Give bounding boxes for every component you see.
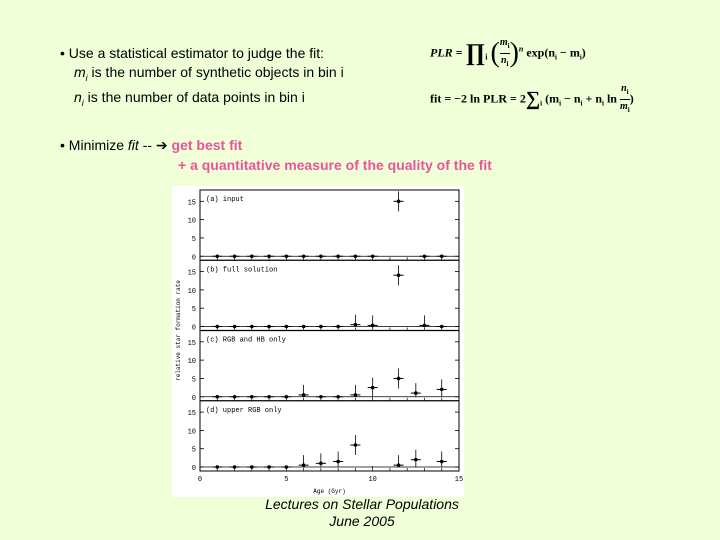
data-point bbox=[336, 459, 340, 464]
x-tick-label: 10 bbox=[368, 476, 376, 484]
data-point bbox=[396, 199, 401, 204]
y-tick-label: 0 bbox=[192, 254, 196, 262]
data-point bbox=[396, 273, 401, 278]
m-definition: mi is the number of synthetic objects in… bbox=[74, 64, 344, 83]
data-point bbox=[232, 254, 237, 259]
data-point bbox=[353, 322, 358, 327]
y-tick-label: 15 bbox=[188, 410, 196, 418]
y-tick-label: 10 bbox=[188, 428, 196, 436]
data-point bbox=[232, 394, 237, 399]
data-point bbox=[267, 254, 271, 259]
data-point bbox=[439, 254, 444, 259]
sfr-plot: 0 5 10 15 (a) input 0 5 10 15 (b) full solution 0 5… bbox=[175, 189, 463, 495]
data-point bbox=[414, 391, 418, 395]
data-point bbox=[232, 324, 237, 329]
minimize-bullet: • Minimize fit -- ➔ get best fit + a qua… bbox=[60, 137, 492, 173]
data-point bbox=[370, 385, 375, 390]
data-point bbox=[250, 465, 254, 469]
footer-date: June 2005 bbox=[329, 513, 395, 529]
data-point bbox=[353, 254, 358, 259]
y-tick-label: 5 bbox=[192, 447, 196, 455]
data-point bbox=[396, 376, 401, 381]
data-point bbox=[439, 387, 444, 392]
data-point bbox=[301, 393, 306, 397]
y-tick-label: 5 bbox=[192, 236, 196, 244]
data-point bbox=[319, 461, 323, 466]
plr-fraction: mi ni bbox=[499, 37, 510, 68]
data-point bbox=[284, 465, 289, 469]
y-tick-label: 0 bbox=[192, 325, 196, 333]
data-point bbox=[215, 394, 220, 399]
y-tick-label: 15 bbox=[188, 270, 196, 278]
footer: Lectures on Stellar Populations June 200… bbox=[262, 496, 462, 530]
data-point bbox=[284, 254, 289, 259]
fit-equation: fit = −2 ln PLR = 2∑i (mi − ni + ni ln n… bbox=[430, 82, 634, 117]
sfr-figure: 0 5 10 15 (a) input 0 5 10 15 (b) full solution 0 5… bbox=[172, 186, 464, 497]
y-tick-label: 0 bbox=[192, 465, 196, 473]
data-point bbox=[250, 324, 254, 329]
data-point bbox=[336, 394, 340, 399]
y-tick-label: 0 bbox=[192, 395, 196, 403]
data-point bbox=[284, 324, 289, 329]
n-definition: ni is the number of data points in bin i bbox=[74, 88, 305, 108]
data-point bbox=[422, 323, 427, 328]
data-point bbox=[336, 254, 340, 259]
data-point bbox=[439, 459, 444, 464]
y-tick-label: 15 bbox=[188, 199, 196, 207]
data-point bbox=[267, 324, 271, 329]
data-point bbox=[215, 324, 220, 329]
data-point bbox=[319, 394, 323, 399]
panel-label: (c) RGB and HB only bbox=[206, 337, 286, 345]
estimator-bullet: • Use a statistical estimator to judge t… bbox=[60, 44, 344, 113]
data-point bbox=[301, 463, 306, 467]
x-tick-label: 15 bbox=[455, 476, 463, 484]
data-point bbox=[250, 254, 254, 259]
panel-label: (d) upper RGB only bbox=[206, 407, 282, 415]
y-tick-label: 5 bbox=[192, 376, 196, 384]
data-point bbox=[370, 323, 375, 328]
data-point bbox=[422, 254, 427, 259]
x-axis-title: Age (Gyr) bbox=[313, 488, 345, 495]
data-point bbox=[319, 324, 323, 329]
data-point bbox=[370, 254, 375, 259]
data-point bbox=[232, 465, 237, 469]
quality-measure-text: + a quantitative measure of the quality … bbox=[178, 157, 492, 173]
plr-equation: PLR = ∏i (mi ni)n exp(ni − mi) bbox=[430, 36, 586, 71]
data-point bbox=[267, 394, 271, 399]
x-tick-label: 0 bbox=[198, 476, 202, 484]
data-point bbox=[353, 393, 358, 397]
data-point bbox=[353, 443, 358, 447]
y-tick-label: 10 bbox=[188, 358, 196, 366]
data-point bbox=[215, 465, 220, 469]
data-point bbox=[250, 394, 254, 399]
data-point bbox=[396, 463, 401, 467]
data-point bbox=[301, 254, 306, 259]
y-axis-title: relative star formation rate bbox=[175, 280, 182, 381]
data-point bbox=[319, 254, 323, 259]
fit-fraction: ni mi bbox=[619, 83, 630, 114]
data-point bbox=[301, 324, 306, 329]
panel-label: (b) full solution bbox=[206, 266, 277, 274]
data-point bbox=[414, 457, 418, 462]
data-point bbox=[439, 324, 444, 329]
data-point bbox=[284, 394, 289, 399]
data-point bbox=[267, 465, 271, 469]
y-tick-label: 15 bbox=[188, 340, 196, 348]
y-tick-label: 5 bbox=[192, 306, 196, 314]
y-tick-label: 10 bbox=[188, 218, 196, 226]
data-point bbox=[215, 254, 220, 259]
x-tick-label: 5 bbox=[284, 476, 288, 484]
estimator-intro: • Use a statistical estimator to judge t… bbox=[60, 45, 325, 61]
y-tick-label: 10 bbox=[188, 288, 196, 296]
best-fit-text: get best fit bbox=[171, 137, 243, 153]
footer-title: Lectures on Stellar Populations bbox=[265, 496, 459, 512]
data-point bbox=[336, 324, 340, 329]
panel-label: (a) input bbox=[206, 196, 244, 204]
